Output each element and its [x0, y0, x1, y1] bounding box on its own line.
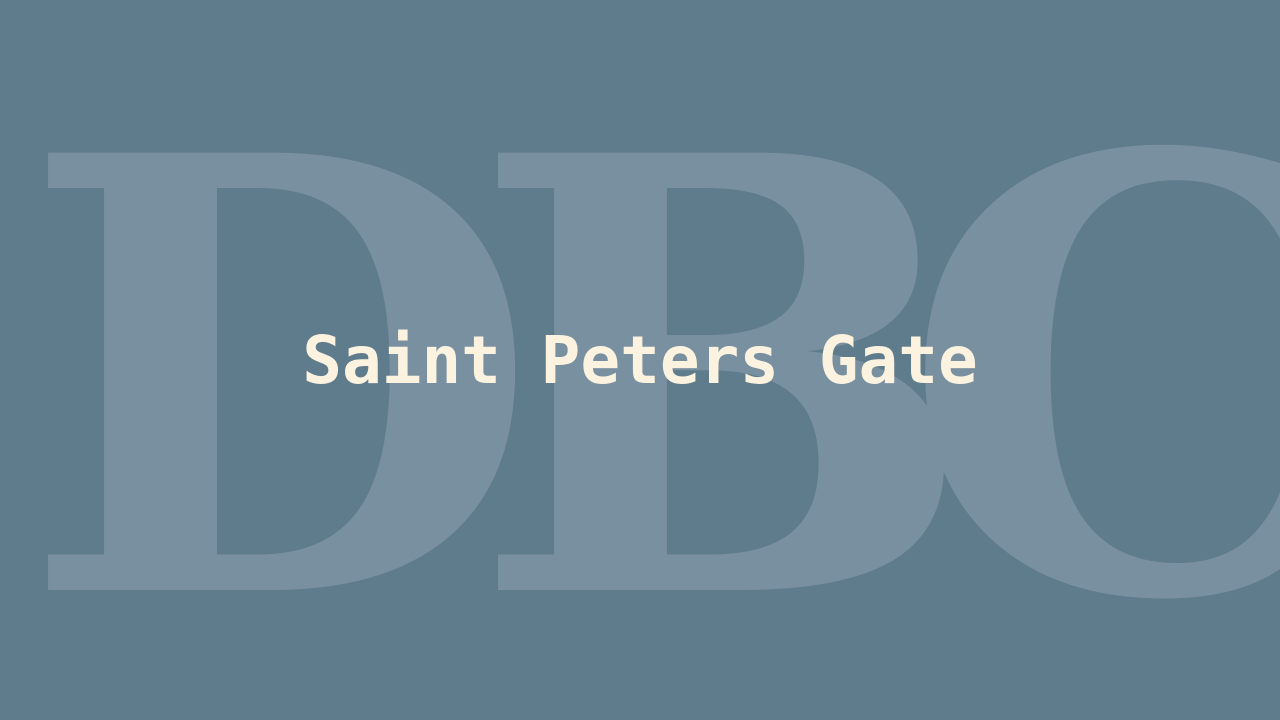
watermark-letter-d: D	[20, 27, 541, 720]
watermark-letter-c: C	[900, 27, 1280, 720]
watermark-letter-b: B	[470, 27, 978, 720]
page-title: Saint Peters Gate	[302, 322, 978, 399]
